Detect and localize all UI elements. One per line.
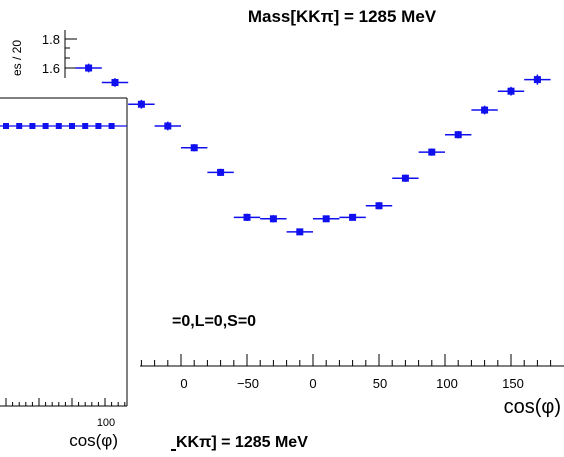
main-data-points	[75, 63, 551, 236]
data-marker	[111, 79, 119, 86]
data-point	[101, 78, 129, 87]
data-marker	[533, 76, 541, 84]
inset-data-points	[0, 123, 127, 129]
inset-data-marker	[3, 123, 9, 129]
data-marker	[269, 215, 277, 223]
inset-data-marker	[82, 123, 89, 129]
data-point	[339, 213, 366, 221]
data-marker	[190, 144, 198, 152]
data-point	[207, 168, 234, 177]
data-point	[181, 144, 208, 152]
main-chart-title: Mass[KKπ] = 1285 MeV	[248, 7, 437, 26]
main-x-tick-label: 0	[309, 376, 316, 391]
main-x-tick-label: 150	[502, 376, 524, 391]
inset-x-tick-label: 100	[97, 417, 115, 429]
main-x-tick-label: 50	[373, 376, 387, 391]
data-marker	[296, 228, 304, 236]
main-y-tick-label: 1.6	[42, 61, 60, 76]
data-point	[233, 213, 261, 221]
data-marker	[137, 100, 145, 108]
inset-x-axis-label: cos(φ)	[69, 431, 118, 450]
data-point	[418, 148, 445, 156]
data-marker	[85, 64, 93, 72]
inset-chart-title: KKπ] = 1285 MeV	[176, 434, 308, 451]
main-x-tick-label: −50	[237, 376, 259, 391]
data-marker	[164, 122, 172, 130]
data-marker	[322, 215, 330, 223]
wave-annotation: =0,L=0,S=0	[172, 313, 256, 330]
inset-data-marker	[29, 123, 36, 129]
data-point	[75, 63, 102, 73]
data-point	[524, 74, 551, 85]
inset-data-marker	[95, 123, 102, 129]
inset-chart: 100 100 150 cos(φ) KKπ] = 1285 MeV	[0, 97, 308, 451]
inset-data-marker	[55, 123, 62, 129]
inset-data-marker	[16, 123, 23, 129]
main-x-axis-label: cos(φ)	[504, 396, 561, 418]
main-y-tick-label: 1.8	[42, 32, 60, 47]
inset-data-marker	[42, 123, 49, 129]
inset-x-ticks	[5, 398, 126, 406]
inset-background	[0, 98, 127, 406]
data-point	[313, 215, 340, 223]
data-point	[286, 228, 313, 236]
data-marker	[428, 148, 436, 156]
data-marker	[217, 168, 225, 176]
data-point	[260, 215, 287, 223]
main-y-axis-label: es / 20	[10, 40, 24, 76]
main-chart: Mass[KKπ] = 1285 MeV 1.8 1.6 es / 20 0 −…	[10, 7, 564, 418]
main-x-tick-label: 100	[436, 376, 458, 391]
data-point	[392, 174, 419, 182]
data-marker	[454, 131, 462, 139]
data-marker	[507, 87, 515, 95]
inset-data-marker	[69, 123, 75, 129]
main-x-ticks	[140, 354, 552, 366]
inset-data-marker	[108, 123, 115, 129]
data-point	[128, 99, 155, 109]
data-point	[471, 105, 498, 115]
data-point	[365, 202, 393, 210]
data-marker	[481, 106, 489, 114]
data-point	[497, 86, 525, 96]
data-marker	[375, 202, 383, 210]
data-marker	[243, 213, 251, 221]
data-point	[445, 131, 472, 139]
data-marker	[401, 174, 409, 182]
data-point	[154, 121, 181, 131]
main-x-tick-label: 0	[180, 376, 187, 391]
data-marker	[349, 213, 357, 221]
